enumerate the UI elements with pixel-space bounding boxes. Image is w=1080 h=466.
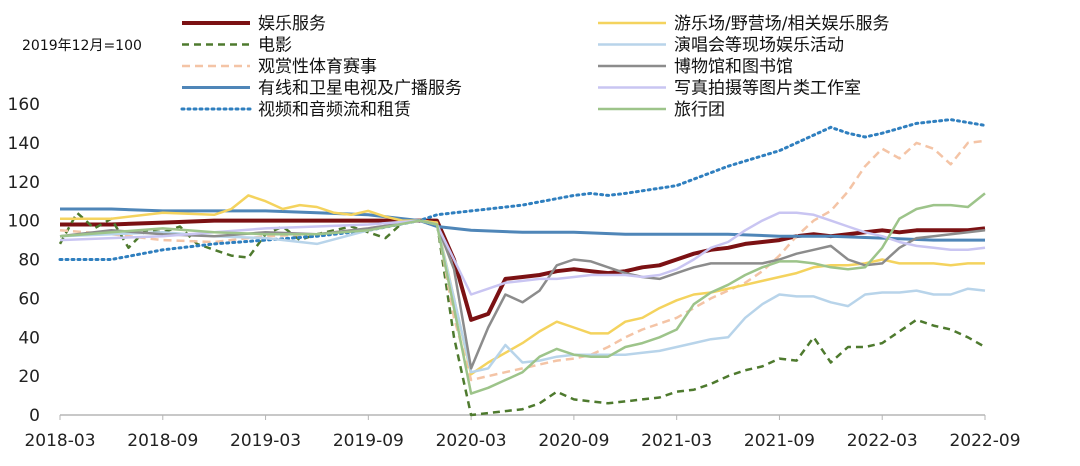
series-line-6 bbox=[60, 194, 985, 376]
series-line-8 bbox=[59, 219, 986, 370]
unit-note: 2019年12月=100 bbox=[22, 38, 142, 54]
x-tick-label: 2021-03 bbox=[641, 431, 712, 451]
legend-label-8: 博物馆和图书馆 bbox=[674, 57, 793, 77]
y-tick-label: 40 bbox=[18, 328, 40, 348]
legend-label-3: 观赏性体育赛事 bbox=[258, 56, 377, 77]
y-tick-label: 140 bbox=[8, 134, 40, 154]
legend-label-5: 视频和音频流和租赁 bbox=[258, 100, 411, 120]
series-line-2 bbox=[58, 211, 986, 417]
x-tick-label: 2022-03 bbox=[847, 431, 918, 451]
legend-label-6: 游乐场/野营场/相关娱乐服务 bbox=[674, 14, 889, 34]
x-tick-label: 2019-09 bbox=[333, 431, 404, 451]
x-tick-label: 2018-09 bbox=[127, 431, 198, 451]
y-tick-label: 20 bbox=[18, 367, 40, 387]
y-tick-label: 80 bbox=[18, 251, 40, 271]
series-line-4 bbox=[60, 207, 985, 242]
x-tick-label: 2019-03 bbox=[230, 431, 301, 451]
y-tick-label: 120 bbox=[8, 173, 40, 193]
x-tick-label: 2022-09 bbox=[949, 431, 1020, 451]
legend-label-10: 旅行团 bbox=[674, 100, 725, 120]
legend-label-2: 电影 bbox=[258, 36, 292, 56]
y-tick-label: 100 bbox=[8, 212, 40, 232]
series-line-9 bbox=[59, 211, 986, 296]
legend-label-7: 演唱会等现场娱乐活动 bbox=[674, 36, 844, 56]
series-layer bbox=[58, 118, 987, 417]
x-tick-label: 2020-09 bbox=[538, 431, 609, 451]
legend-label-9: 写真拍摄等图片类工作室 bbox=[674, 79, 861, 99]
series-line-5 bbox=[58, 118, 987, 261]
x-tick-label: 2021-09 bbox=[744, 431, 815, 451]
x-tick-label: 2018-03 bbox=[24, 431, 95, 451]
x-tick-label: 2020-03 bbox=[436, 431, 507, 451]
y-tick-label: 160 bbox=[8, 95, 40, 115]
y-tick-label: 60 bbox=[18, 289, 40, 309]
series-line-10 bbox=[59, 192, 986, 395]
legend-label-1: 娱乐服务 bbox=[258, 14, 326, 34]
y-tick-label: 0 bbox=[29, 406, 40, 426]
axes: 0 20 40 60 80 100 120 140 160 2018-03 2018-09 2019-… bbox=[8, 95, 1021, 451]
legend-label-4: 有线和卫星电视及广播服务 bbox=[258, 79, 462, 99]
